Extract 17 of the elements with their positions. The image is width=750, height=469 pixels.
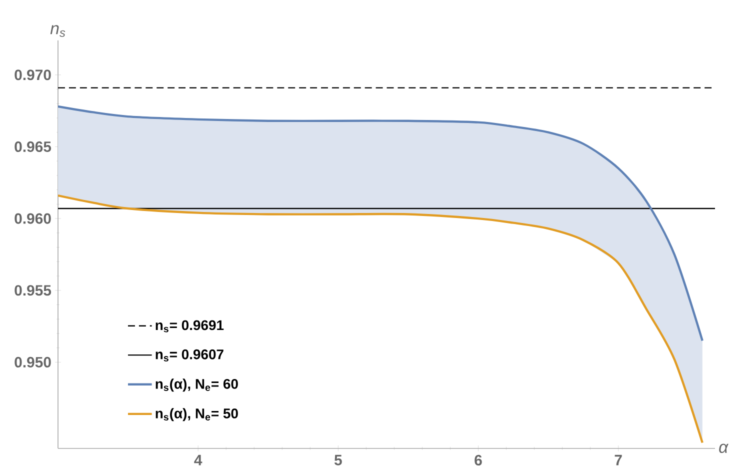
line-series bbox=[58, 105, 704, 342]
legend-label: n$_{s}$(α), N$_{e}$= 50 bbox=[156, 408, 238, 422]
y-tick-label: 0.950 bbox=[14, 356, 51, 368]
y-tick-label: 0.970 bbox=[14, 70, 51, 80]
x-tick-label: 4 bbox=[194, 454, 202, 466]
x-tick-label: 7 bbox=[614, 454, 622, 466]
y-tick-label: 0.960 bbox=[14, 213, 51, 224]
legend-label: n$_{s}$= 0.9691 bbox=[156, 320, 224, 332]
legend-label: n$_{s}$= 0.9607 bbox=[156, 349, 224, 362]
line-series bbox=[58, 194, 704, 444]
x-tick-label: 5 bbox=[334, 454, 342, 466]
y-tick-label: 0.965 bbox=[14, 141, 52, 152]
y-tick-label: 0.955 bbox=[14, 285, 52, 296]
y-axis-title: n$_{s}$ bbox=[50, 25, 66, 37]
x-tick-label: 6 bbox=[474, 454, 482, 466]
legend-label: n$_{s}$(α), N$_{e}$= 60 bbox=[156, 378, 238, 392]
x-axis-title: α bbox=[719, 444, 729, 454]
